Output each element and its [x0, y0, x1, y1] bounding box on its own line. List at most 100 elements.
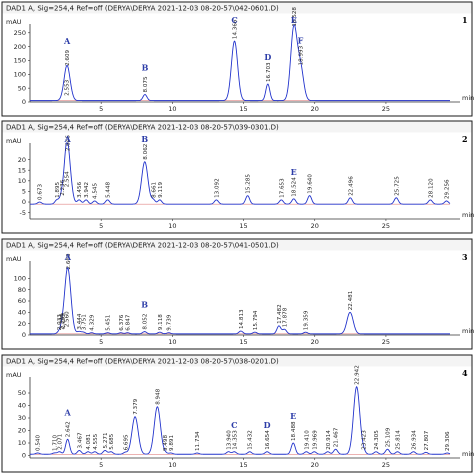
peak-label: 5.271	[103, 432, 109, 448]
y-tick-label: 50	[18, 389, 26, 397]
x-axis-unit: min	[462, 327, 474, 335]
panel-title: DAD1 A, Sig=254,4 Ref=off (DERYA\DERYA 2…	[6, 5, 279, 13]
panel-frame	[1, 238, 473, 350]
peak-label: 6.376	[119, 314, 125, 330]
y-tick-label: 0	[22, 198, 26, 206]
y-axis-unit: mAU	[6, 137, 22, 145]
peak-label: 20.914	[326, 430, 332, 450]
peak-marker-f: F	[298, 35, 304, 45]
peak-label: 11.734	[195, 431, 201, 451]
panel-frame	[1, 120, 473, 234]
peak-label: 8.948	[155, 388, 161, 404]
panel-number: 2	[462, 134, 468, 144]
signal-trace	[30, 267, 450, 335]
y-tick-label: 20	[18, 156, 26, 164]
signal-trace	[30, 142, 451, 205]
peak-label: 17.482	[277, 304, 283, 324]
peak-label: 9.118	[158, 314, 164, 330]
peak-label: 2.226	[60, 313, 66, 329]
y-tick-label: 100	[14, 275, 26, 283]
panel-title-bar	[2, 355, 472, 367]
peak-label: 6.847	[126, 314, 132, 330]
peak-marker-e: E	[291, 15, 297, 25]
panel-title-bar	[2, 121, 472, 133]
peak-label: 13.092	[214, 178, 220, 198]
peak-label: 29.306	[445, 431, 451, 451]
peak-label: 6.695	[123, 434, 129, 450]
peak-label: 4.329	[90, 314, 96, 330]
peak-label: 2.554	[64, 171, 70, 187]
peak-label: 26.934	[412, 430, 418, 450]
x-tick-label: 5	[99, 461, 103, 469]
peak-label: 2.560	[64, 311, 70, 327]
peak-label: 18.524	[292, 177, 298, 197]
signal-trace	[30, 23, 450, 102]
panel-title: DAD1 A, Sig=254,4 Ref=off (DERYA\DERYA 2…	[6, 242, 279, 250]
panel-number: 3	[462, 252, 468, 262]
peak-label: 22.942	[355, 365, 361, 385]
peak-label: 15.432	[248, 430, 254, 450]
peak-label: 9.739	[167, 314, 173, 330]
peak-label: 2.646	[66, 135, 72, 151]
peak-label: 2.642	[66, 421, 72, 437]
x-axis-unit: min	[462, 450, 474, 458]
peak-marker-b: B	[142, 63, 149, 73]
peak-label: 2.299	[61, 313, 67, 329]
y-tick-label: 150	[14, 57, 26, 65]
y-tick-label: 40	[18, 402, 26, 410]
x-tick-label: 10	[168, 461, 176, 469]
x-tick-label: 15	[239, 338, 247, 346]
y-tick-label: 5	[22, 188, 26, 196]
peak-label: 5.448	[106, 181, 112, 197]
peak-label: 4.555	[93, 433, 99, 449]
y-tick-label: 15	[18, 166, 26, 174]
peak-label: 25.725	[394, 176, 400, 196]
x-tick-label: 20	[311, 461, 319, 469]
peak-label: 0.673	[38, 184, 44, 200]
peak-label: 2.553	[64, 79, 70, 95]
peak-label: 3.444	[77, 313, 83, 329]
x-tick-label: 25	[382, 338, 390, 346]
signal-trace	[30, 385, 451, 455]
x-tick-label: 15	[239, 105, 247, 113]
y-tick-label: 10	[18, 177, 26, 185]
peak-marker-a: A	[64, 134, 72, 144]
peak-label: 1.710	[52, 435, 58, 451]
peak-label: 21.467	[334, 427, 340, 447]
peak-marker-e: E	[291, 167, 297, 177]
x-tick-label: 10	[168, 222, 176, 230]
chromatogram-panel-4: DAD1 A, Sig=254,4 Ref=off (DERYA\DERYA 2…	[1, 354, 474, 473]
y-tick-label: 80	[18, 286, 26, 294]
peak-label: 25.814	[396, 430, 402, 450]
peak-label: 13.940	[227, 430, 233, 450]
x-tick-label: 25	[382, 222, 390, 230]
x-tick-label: 5	[99, 105, 103, 113]
x-tick-label: 25	[382, 105, 390, 113]
peak-marker-a: A	[63, 36, 71, 46]
peak-marker-d: D	[264, 52, 271, 62]
y-tick-label: 0	[22, 331, 26, 339]
peak-label: 18.528	[292, 7, 298, 27]
peak-label: 4.545	[93, 183, 99, 199]
x-tick-label: 5	[99, 338, 103, 346]
peak-label: 4.081	[86, 433, 92, 449]
y-tick-label: 10	[18, 439, 26, 447]
peak-label: 0.540	[36, 435, 42, 451]
peak-label: 14.813	[239, 309, 245, 329]
peak-label: 9.119	[158, 181, 164, 197]
peak-label: 17.653	[279, 178, 285, 198]
panel-number: 1	[462, 15, 468, 25]
chromatogram-panel-1: DAD1 A, Sig=254,4 Ref=off (DERYA\DERYA 2…	[1, 1, 474, 117]
y-tick-label: 20	[18, 427, 26, 435]
peak-label: 8.075	[143, 76, 149, 92]
y-axis-unit: mAU	[6, 255, 22, 263]
chromatogram-panel-3: DAD1 A, Sig=254,4 Ref=off (DERYA\DERYA 2…	[1, 238, 474, 350]
peak-label: 16.703	[266, 62, 272, 82]
y-tick-label: -5	[20, 209, 26, 217]
peak-marker-b: B	[141, 300, 148, 310]
peak-label: 19.359	[304, 310, 310, 330]
peak-label: 24.305	[374, 430, 380, 450]
peak-label: 22.496	[348, 176, 354, 196]
x-tick-label: 10	[168, 105, 176, 113]
